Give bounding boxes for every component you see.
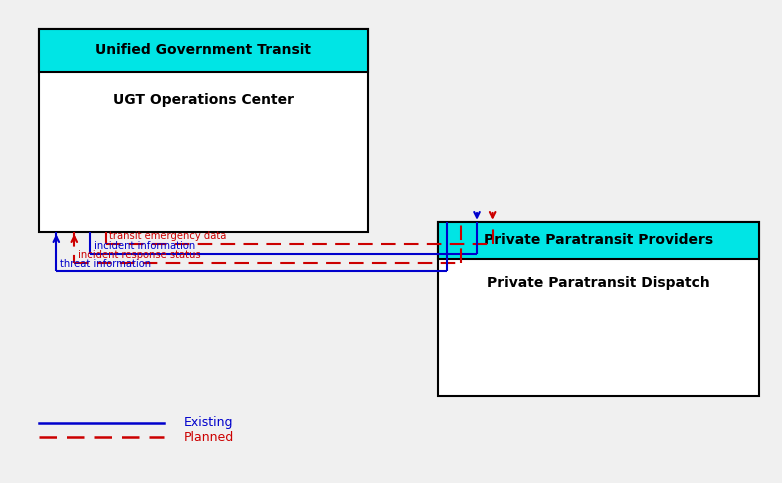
Text: Private Paratransit Providers: Private Paratransit Providers [484,233,712,247]
Bar [438,222,759,396]
Text: incident response status: incident response status [78,250,201,260]
Bar [39,29,368,232]
Text: transit emergency data: transit emergency data [109,231,227,241]
Text: incident information: incident information [94,241,195,251]
Bar [438,222,759,259]
Text: Planned: Planned [184,431,234,443]
Text: Unified Government Transit: Unified Government Transit [95,43,311,57]
Text: Private Paratransit Dispatch: Private Paratransit Dispatch [487,276,709,290]
Text: threat information: threat information [60,258,152,269]
Text: Existing: Existing [184,416,233,429]
Bar [39,29,368,71]
Text: UGT Operations Center: UGT Operations Center [113,93,294,107]
